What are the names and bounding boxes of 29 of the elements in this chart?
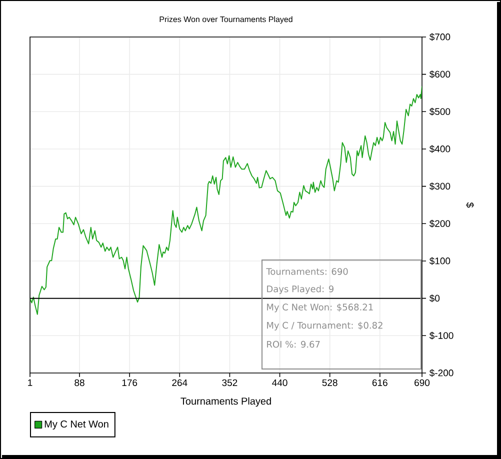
- annotation: Tournaments: 690: [266, 268, 348, 275]
- x-tick-label: 440: [272, 379, 288, 386]
- x-tick-label: 1: [28, 379, 32, 386]
- y-tick-label: $700: [429, 33, 450, 41]
- y-tick-label: $600: [429, 70, 450, 78]
- y-tick-label: $400: [429, 145, 450, 153]
- annotation: My C / Tournament: $0.82: [267, 322, 382, 330]
- y-axis-title: $: [466, 202, 474, 208]
- y-tick-label: $500: [429, 108, 450, 116]
- annotation: ROI %: 9.67: [267, 340, 320, 348]
- y-tick-label: $0: [429, 294, 440, 302]
- y-tick-label: $300: [429, 182, 450, 190]
- y-tick-label: $200: [429, 220, 450, 228]
- y-tick-label: $-100: [429, 332, 454, 340]
- x-tick-label: 264: [172, 379, 188, 386]
- y-tick-label: $-200: [429, 369, 454, 377]
- x-tick-label: 176: [122, 379, 138, 386]
- x-axis-title: Tournaments Played: [180, 397, 271, 407]
- x-tick-label: 528: [322, 379, 338, 386]
- legend-label: My C Net Won: [44, 420, 108, 430]
- chart-title: Prizes Won over Tournaments Played: [160, 16, 292, 24]
- y-tick-label: $100: [429, 257, 450, 265]
- x-tick-label: 690: [414, 379, 430, 386]
- line-series: [30, 86, 422, 315]
- x-tick-label: 352: [222, 379, 238, 386]
- annotation: My C Net Won: $568.21: [267, 304, 373, 312]
- annotation: Days Played: 9: [267, 285, 334, 294]
- x-tick-label: 616: [372, 379, 388, 386]
- x-tick-label: 88: [74, 379, 84, 386]
